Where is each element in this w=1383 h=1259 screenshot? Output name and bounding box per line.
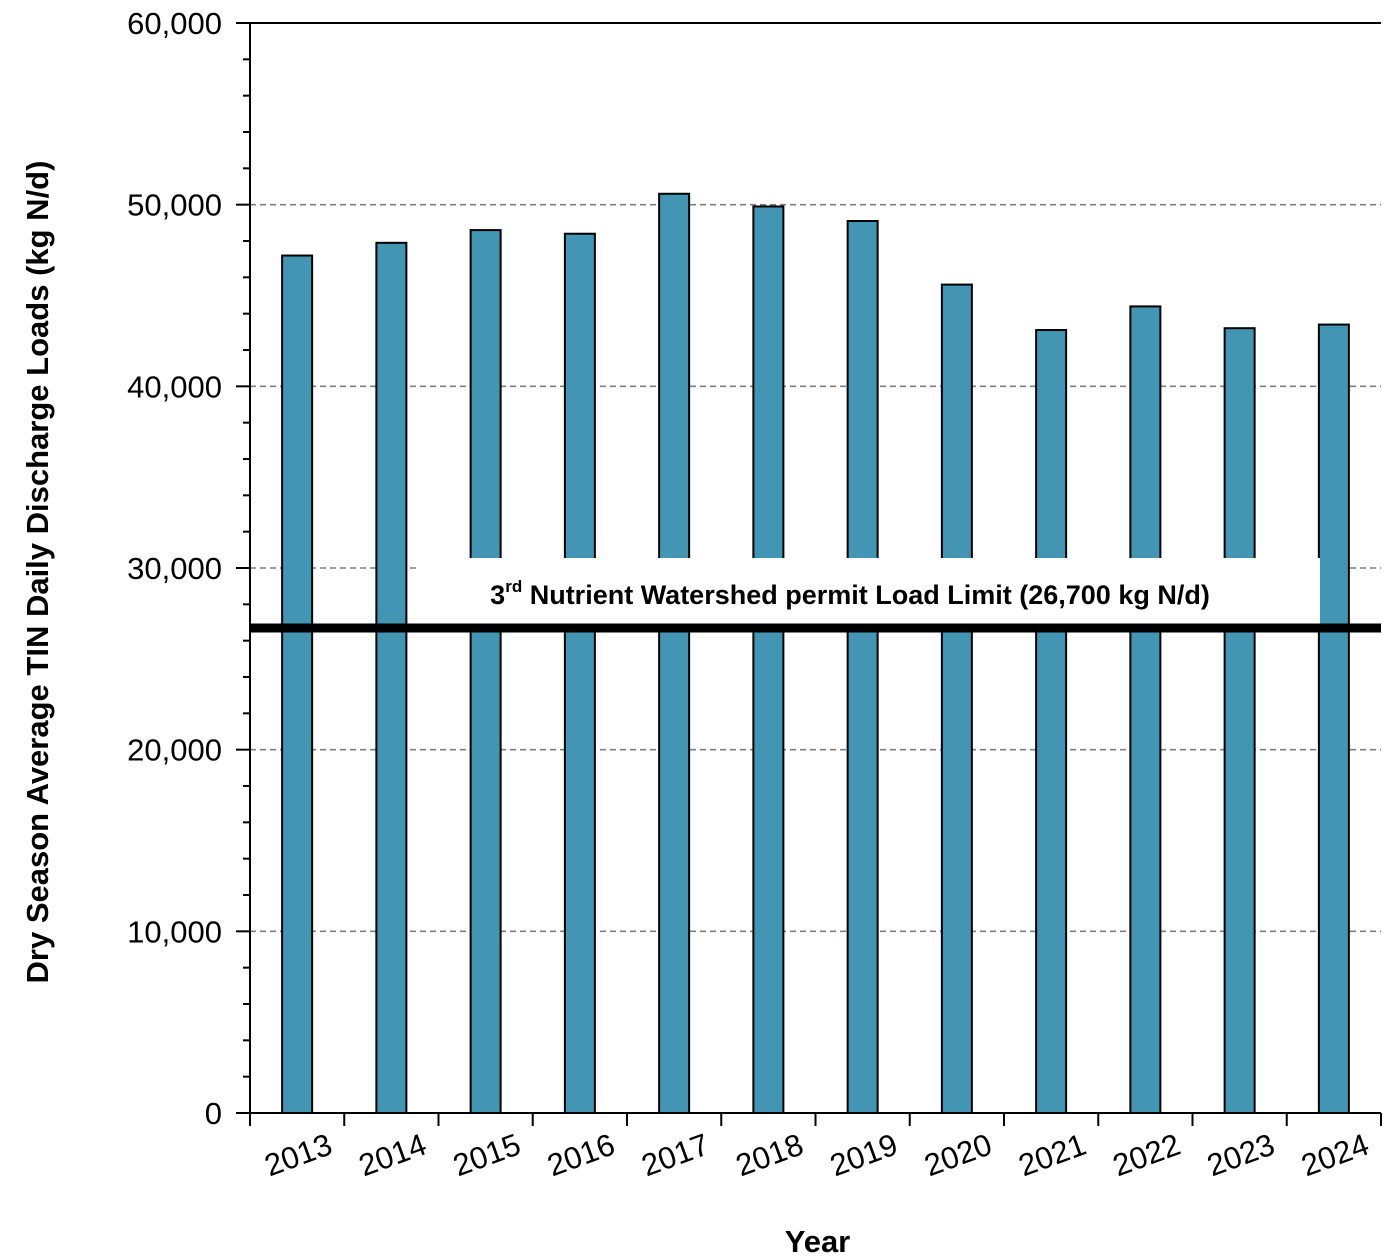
x-tick-label-2023: 2023 [1202, 1127, 1279, 1183]
y-tick-label-3: 30,000 [127, 551, 222, 586]
permit-limit-label-number: 3 [490, 580, 505, 610]
bar-2017 [658, 192, 691, 1114]
y-tick-labels: 0 10,000 20,000 30,000 40,000 50,000 60,000 [127, 6, 222, 1131]
bar-2019 [846, 220, 879, 1114]
permit-limit-label-superscript: rd [505, 577, 522, 596]
x-tick-label-2022: 2022 [1108, 1127, 1185, 1183]
bar-2013 [281, 254, 314, 1115]
bar-2022 [1129, 305, 1162, 1114]
x-tick-label-2016: 2016 [543, 1127, 620, 1183]
bar-2014 [375, 241, 408, 1115]
bar-2024 [1317, 323, 1350, 1115]
bar-2016 [563, 232, 596, 1114]
x-tick-labels: 2013 2014 2015 2016 2017 2018 2019 2020 2021 2022… [260, 1127, 1374, 1183]
y-axis-title: Dry Season Average TIN Daily Discharge L… [20, 161, 55, 984]
x-tick-label-2014: 2014 [354, 1127, 431, 1183]
y-tick-label-1: 10,000 [127, 914, 222, 949]
axes [236, 22, 1382, 1126]
x-tick-label-2018: 2018 [731, 1127, 808, 1183]
x-tick-label-2021: 2021 [1014, 1127, 1091, 1183]
bar-2020 [940, 283, 973, 1115]
bar-2021 [1035, 329, 1068, 1114]
y-tick-label-2: 20,000 [127, 733, 222, 768]
bar-2023 [1223, 327, 1256, 1114]
x-axis-title: Year [785, 1224, 851, 1259]
permit-limit-label: 3rd Nutrient Watershed permit Load Limit… [490, 577, 1210, 610]
reference-label-background [420, 558, 1320, 624]
x-tick-label-2013: 2013 [260, 1127, 337, 1183]
x-tick-label-2017: 2017 [637, 1127, 714, 1183]
bar-2015 [469, 229, 502, 1115]
x-tick-label-2020: 2020 [920, 1127, 997, 1183]
bar-2018 [752, 205, 785, 1114]
y-tick-label-0: 0 [205, 1096, 222, 1131]
y-tick-label-5: 50,000 [127, 188, 222, 223]
x-tick-label-2015: 2015 [448, 1127, 525, 1183]
bars [281, 192, 1350, 1115]
permit-limit-label-text: Nutrient Watershed permit Load Limit (26… [522, 580, 1210, 610]
x-tick-label-2019: 2019 [825, 1127, 902, 1183]
y-tick-label-6: 60,000 [127, 6, 222, 41]
x-tick-label-2024: 2024 [1297, 1127, 1374, 1183]
y-tick-label-4: 40,000 [127, 369, 222, 404]
